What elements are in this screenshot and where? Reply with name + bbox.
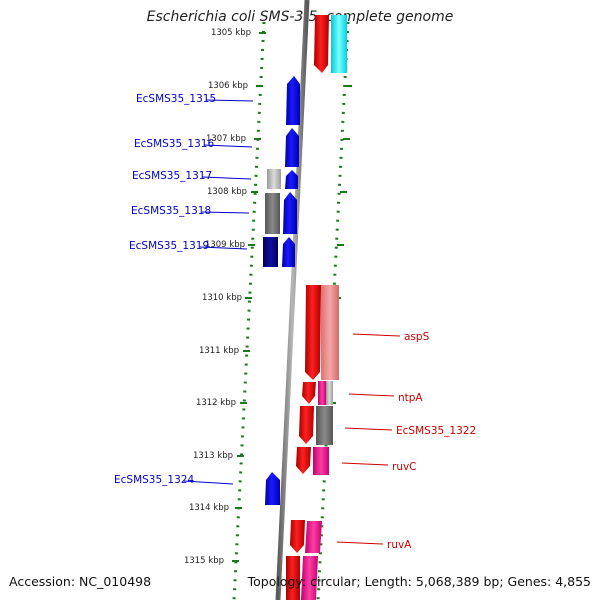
label-leader-line [341,462,389,466]
gene-arrow-forward [290,520,305,553]
feature-bar-magenta [313,447,329,475]
tick-label: 1306 kbp [208,81,248,91]
feature-bar-magenta [305,521,322,553]
tick-label: 1307 kbp [206,134,246,144]
tick-label: 1310 kbp [202,293,242,303]
label-leader-line [201,211,250,214]
backbone-axis [275,0,310,600]
gene-label: ruvA [387,539,412,551]
gene-label: aspS [404,331,430,343]
tick-label: 1314 kbp [189,503,229,513]
gene-arrow-reverse [282,237,295,267]
genome-summary-text: Topology: circular; Length: 5,068,389 bp… [247,574,591,589]
feature-bar-gray [316,406,333,445]
feature-bar-gray [265,193,280,234]
tick-label: 1305 kbp [211,28,251,38]
tick-label: 1308 kbp [207,187,247,197]
gene-label: ntpA [398,392,423,404]
gene-label: EcSMS35_1316 [134,138,214,150]
gene-label: EcSMS35_1319 [129,240,209,252]
gene-arrow-reverse [283,192,297,234]
gene-arrow-forward [299,406,314,444]
label-leader-line [336,541,384,545]
gene-arrow-forward [302,382,316,404]
label-leader-line [205,99,254,102]
label-leader-line [352,333,401,337]
tick-label: 1309 kbp [205,240,245,250]
feature-bar-lightgray [267,169,281,189]
feature-bar-pink [321,285,339,380]
feature-bar-magenta [318,381,326,405]
tick-label: 1311 kbp [199,346,239,356]
gene-arrow-forward [314,15,329,73]
gene-arrow-reverse [286,76,300,125]
label-leader-line [201,176,252,180]
gene-label: EcSMS35_1322 [396,425,476,437]
gene-arrow-forward [296,447,311,474]
tick-label: 1315 kbp [184,556,224,566]
label-leader-line [203,144,253,148]
label-leader-line [199,246,248,250]
gene-label: EcSMS35_1324 [114,474,194,486]
label-leader-line [348,393,395,397]
gene-label: EcSMS35_1315 [136,93,216,105]
gene-arrow-reverse [265,472,280,505]
gene-label: EcSMS35_1318 [131,205,211,217]
gene-arrow-reverse [285,170,298,189]
feature-bar-cyan [331,15,347,73]
gene-arrow-forward [286,556,300,600]
left-dotted-border [232,21,266,600]
accession-text: Accession: NC_010498 [9,574,152,589]
tick-label: 1312 kbp [196,398,236,408]
feature-bar-lightgray [326,381,333,405]
gene-label: ruvC [392,461,417,473]
gene-arrow-forward [305,285,321,380]
label-leader-line [344,427,393,431]
tick-label: 1313 kbp [193,451,233,461]
feature-bar-magenta [301,556,318,600]
feature-bar-navy [263,237,278,267]
gene-label: EcSMS35_1317 [132,170,212,182]
gene-arrow-reverse [285,128,299,167]
tick-marks [232,32,266,562]
label-leader-line [183,480,234,485]
map-title: Escherichia coli SMS-3-5, complete genom… [146,9,454,25]
